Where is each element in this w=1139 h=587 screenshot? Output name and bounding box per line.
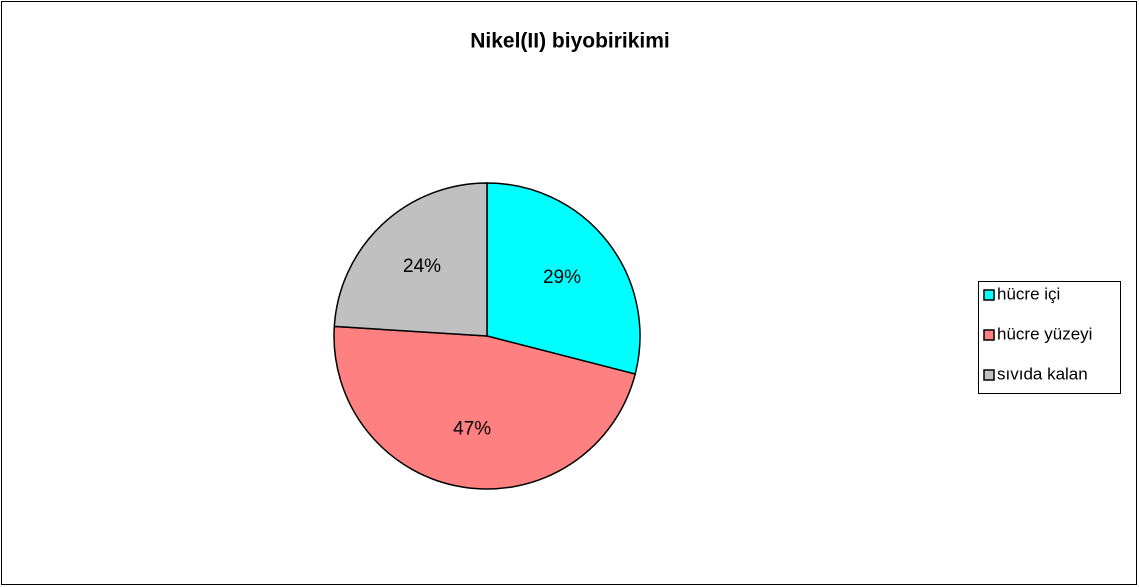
legend-label: hücre yüzeyi bbox=[997, 324, 1092, 343]
data-label: 24% bbox=[403, 256, 441, 277]
legend-swatch bbox=[983, 329, 995, 341]
pie-slice bbox=[333, 182, 488, 337]
data-label: 47% bbox=[453, 419, 491, 440]
legend-box bbox=[978, 281, 1121, 394]
legend-label: sıvıda kalan bbox=[997, 364, 1088, 383]
chart-title: Nikel(II) biyobirikimi bbox=[470, 30, 670, 53]
legend-label: hücre içi bbox=[997, 284, 1060, 303]
legend-swatch bbox=[983, 369, 995, 381]
legend-swatch bbox=[983, 289, 995, 301]
data-label: 29% bbox=[543, 267, 581, 288]
pie-slice bbox=[333, 325, 637, 490]
pie-slice bbox=[486, 182, 641, 375]
